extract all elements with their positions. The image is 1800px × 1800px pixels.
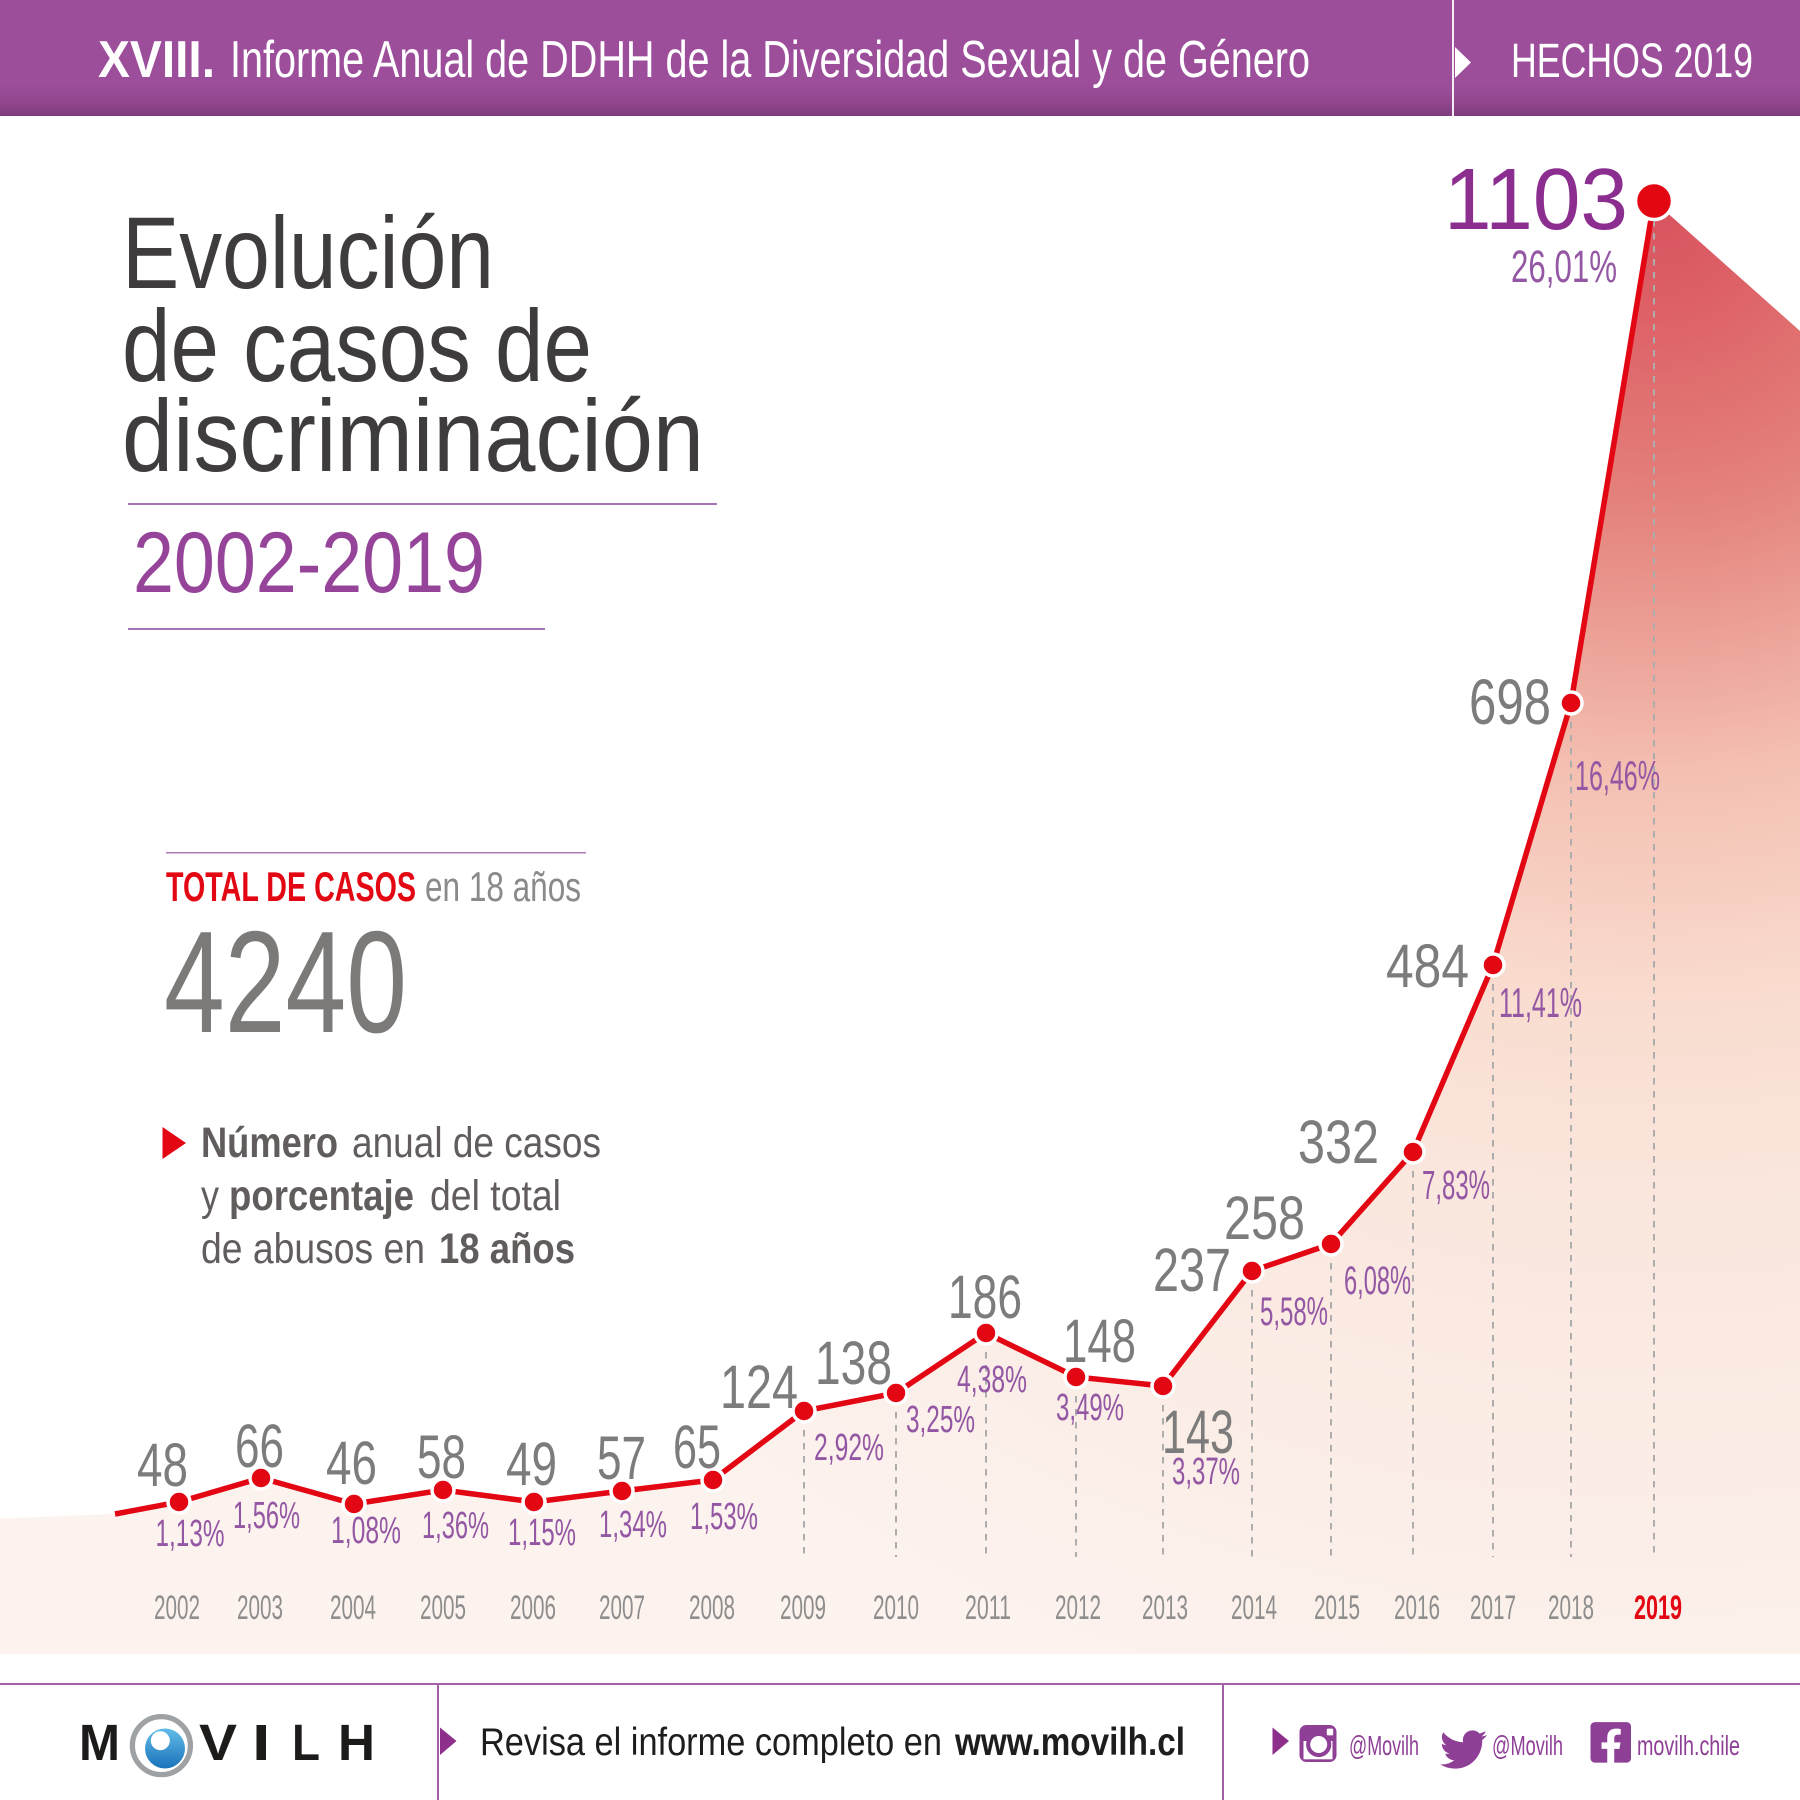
svg-text:de casos de: de casos de xyxy=(122,289,592,403)
svg-text:del total: del total xyxy=(430,1172,561,1220)
svg-text:2010: 2010 xyxy=(873,1589,919,1627)
svg-text:49: 49 xyxy=(506,1430,557,1498)
svg-text:698: 698 xyxy=(1469,666,1551,738)
svg-text:3,25%: 3,25% xyxy=(906,1399,975,1441)
svg-text:2016: 2016 xyxy=(1394,1589,1440,1627)
svg-text:2009: 2009 xyxy=(780,1589,826,1627)
svg-text:TOTAL DE CASOS: TOTAL DE CASOS xyxy=(166,863,416,910)
svg-text:3,37%: 3,37% xyxy=(1172,1451,1240,1493)
svg-text:2011: 2011 xyxy=(965,1589,1011,1627)
svg-text:148: 148 xyxy=(1063,1307,1136,1375)
svg-text:3,49%: 3,49% xyxy=(1056,1387,1124,1429)
svg-text:1,15%: 1,15% xyxy=(508,1512,576,1554)
svg-text:en 18 años: en 18 años xyxy=(425,863,581,910)
svg-text:143: 143 xyxy=(1162,1398,1234,1466)
svg-text:4,38%: 4,38% xyxy=(957,1359,1027,1401)
svg-text:L: L xyxy=(292,1714,320,1771)
svg-text:2004: 2004 xyxy=(330,1589,376,1627)
svg-text:57: 57 xyxy=(597,1424,646,1492)
svg-text:2014: 2014 xyxy=(1231,1589,1277,1627)
svg-text:1,13%: 1,13% xyxy=(156,1513,225,1555)
svg-text:46: 46 xyxy=(326,1429,377,1497)
svg-text:1,53%: 1,53% xyxy=(690,1496,758,1538)
svg-text:V: V xyxy=(199,1714,237,1771)
svg-text:2013: 2013 xyxy=(1142,1589,1188,1627)
svg-text:2012: 2012 xyxy=(1055,1589,1101,1627)
svg-text:Evolución: Evolución xyxy=(122,196,494,310)
svg-text:138: 138 xyxy=(815,1329,892,1397)
svg-text:H: H xyxy=(338,1714,375,1771)
svg-text:66: 66 xyxy=(235,1412,284,1480)
svg-text:11,41%: 11,41% xyxy=(1499,979,1582,1026)
svg-text:2002-2019: 2002-2019 xyxy=(133,515,485,611)
svg-text:y: y xyxy=(201,1172,219,1220)
svg-text:2003: 2003 xyxy=(237,1589,283,1627)
svg-text:2019: 2019 xyxy=(1634,1589,1682,1627)
svg-text:HECHOS 2019: HECHOS 2019 xyxy=(1511,35,1753,88)
svg-text:258: 258 xyxy=(1224,1184,1305,1252)
svg-text:16,46%: 16,46% xyxy=(1575,752,1660,799)
svg-text:7,83%: 7,83% xyxy=(1422,1162,1490,1208)
svg-text:48: 48 xyxy=(137,1431,188,1499)
svg-text:2006: 2006 xyxy=(510,1589,556,1627)
svg-text:1,56%: 1,56% xyxy=(233,1495,300,1537)
svg-text:65: 65 xyxy=(673,1413,721,1481)
svg-text:movilh.chile: movilh.chile xyxy=(1637,1730,1740,1761)
svg-text:1,36%: 1,36% xyxy=(422,1505,489,1547)
svg-text:18 años: 18 años xyxy=(439,1225,575,1273)
svg-text:@Movilh: @Movilh xyxy=(1349,1730,1419,1761)
svg-text:332: 332 xyxy=(1298,1108,1379,1176)
svg-text:5,58%: 5,58% xyxy=(1260,1290,1328,1334)
svg-text:XVIII.: XVIII. xyxy=(98,31,215,89)
svg-text:237: 237 xyxy=(1153,1236,1231,1304)
svg-text:M: M xyxy=(79,1714,120,1771)
svg-text:1,34%: 1,34% xyxy=(599,1504,667,1546)
svg-text:58: 58 xyxy=(417,1423,466,1491)
svg-text:6,08%: 6,08% xyxy=(1344,1259,1411,1303)
svg-text:2007: 2007 xyxy=(599,1589,645,1627)
svg-text:1103: 1103 xyxy=(1444,151,1628,248)
svg-text:2018: 2018 xyxy=(1548,1589,1594,1627)
svg-text:Revisa el informe completo en: Revisa el informe completo en xyxy=(480,1721,942,1764)
svg-text:186: 186 xyxy=(948,1263,1022,1331)
svg-text:4240: 4240 xyxy=(164,901,407,1063)
svg-text:1,08%: 1,08% xyxy=(331,1510,401,1552)
svg-text:124: 124 xyxy=(720,1353,798,1421)
svg-text:www.movilh.cl: www.movilh.cl xyxy=(954,1721,1185,1764)
svg-text:2005: 2005 xyxy=(420,1589,466,1627)
svg-text:anual de casos: anual de casos xyxy=(352,1119,601,1167)
svg-text:484: 484 xyxy=(1386,932,1469,1000)
svg-text:26,01%: 26,01% xyxy=(1511,241,1617,292)
svg-text:2008: 2008 xyxy=(689,1589,735,1627)
svg-text:Informe Anual de DDHH de la Di: Informe Anual de DDHH de la Diversidad S… xyxy=(230,31,1310,89)
svg-text:porcentaje: porcentaje xyxy=(229,1172,414,1220)
svg-text:de abusos en: de abusos en xyxy=(201,1225,425,1273)
svg-text:2,92%: 2,92% xyxy=(814,1427,884,1469)
svg-text:2017: 2017 xyxy=(1470,1589,1516,1627)
svg-text:discriminación: discriminación xyxy=(122,379,704,493)
svg-text:2002: 2002 xyxy=(154,1589,200,1627)
svg-text:@Movilh: @Movilh xyxy=(1492,1730,1563,1761)
svg-text:2015: 2015 xyxy=(1314,1589,1360,1627)
svg-text:Número: Número xyxy=(201,1119,338,1167)
